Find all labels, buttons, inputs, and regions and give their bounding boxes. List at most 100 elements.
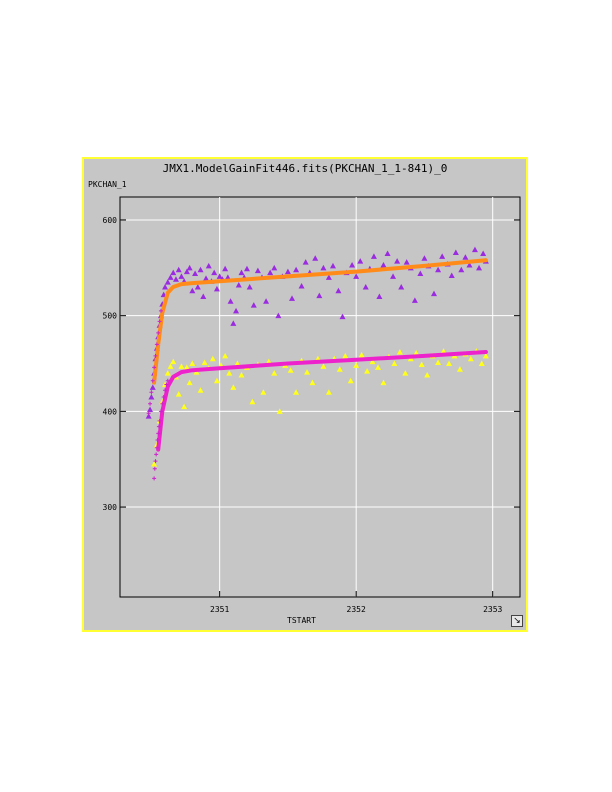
- data-point-triangle: [151, 460, 158, 467]
- data-point-triangle: [238, 371, 245, 378]
- data-point-plus: [153, 459, 158, 464]
- data-point-triangle: [376, 293, 383, 300]
- data-point-triangle: [209, 355, 216, 362]
- data-point-triangle: [358, 351, 365, 358]
- data-point-plus: [154, 342, 159, 347]
- data-point-triangle: [200, 293, 207, 300]
- data-point-triangle: [466, 261, 473, 268]
- data-point-triangle: [421, 255, 428, 261]
- x-tick-label: 2351: [210, 605, 229, 614]
- data-point-triangle: [417, 270, 424, 277]
- data-point-triangle: [211, 269, 218, 276]
- data-point-triangle: [446, 360, 453, 367]
- data-point-triangle: [456, 366, 463, 372]
- data-point-triangle: [167, 363, 174, 369]
- data-point-triangle: [439, 253, 446, 259]
- fit-line: [152, 258, 488, 385]
- data-point-triangle: [183, 364, 190, 370]
- data-point-triangle: [347, 377, 354, 384]
- data-point-triangle: [234, 360, 241, 367]
- x-axis-label: TSTART: [287, 616, 316, 625]
- fit-line: [156, 350, 488, 452]
- data-point-triangle: [435, 359, 442, 366]
- data-point-plus: [156, 424, 161, 429]
- data-point-triangle: [353, 273, 360, 279]
- resize-icon[interactable]: ↘: [511, 615, 523, 627]
- plot-window: 2351 2352 2353 300 400 500 600 JMX1.ModelGainF…: [82, 157, 528, 632]
- data-point-plus: [152, 466, 157, 471]
- data-point-triangle: [238, 269, 245, 276]
- plot-area: [119, 196, 521, 598]
- data-point-triangle: [448, 272, 455, 278]
- data-point-triangle: [162, 283, 169, 290]
- data-point-plus: [149, 390, 154, 395]
- data-point-plus: [156, 431, 161, 436]
- data-point-triangle: [148, 394, 155, 400]
- data-point-plus: [152, 365, 157, 370]
- data-point-plus: [158, 409, 163, 414]
- data-point-triangle: [227, 298, 234, 304]
- data-point-triangle: [189, 360, 196, 367]
- data-point-plus: [150, 378, 155, 383]
- data-point-triangle: [226, 370, 233, 376]
- data-point-triangle: [424, 371, 431, 378]
- data-point-triangle: [271, 370, 278, 376]
- data-point-triangle: [147, 406, 154, 412]
- data-point-triangle: [329, 262, 336, 269]
- data-point-triangle: [390, 273, 397, 279]
- data-point-triangle: [384, 250, 391, 256]
- data-point-triangle: [197, 266, 204, 273]
- data-point-triangle: [325, 274, 332, 280]
- data-point-plus: [160, 401, 165, 406]
- x-tick-label: 2353: [483, 605, 502, 614]
- chart-title: JMX1.ModelGainFit446.fits(PKCHAN_1_1-841…: [162, 162, 448, 175]
- y-tick-label: 300: [103, 503, 118, 512]
- data-point-triangle: [175, 266, 182, 273]
- data-point-triangle: [276, 408, 283, 414]
- grid: [120, 197, 520, 597]
- data-point-triangle: [183, 268, 190, 275]
- y-tick-label: 600: [103, 216, 118, 225]
- data-point-triangle: [462, 254, 469, 260]
- data-point-triangle: [250, 302, 257, 308]
- data-point-triangle: [336, 366, 343, 372]
- data-point-triangle: [263, 298, 270, 304]
- data-point-triangle: [440, 348, 447, 354]
- data-point-triangle: [224, 274, 231, 280]
- y-axis-label: PKCHAN_1: [88, 180, 127, 189]
- data-point-triangle: [402, 370, 409, 376]
- data-point-triangle: [186, 264, 193, 271]
- data-point-triangle: [394, 258, 401, 264]
- data-point-triangle: [357, 258, 364, 264]
- data-point-triangle: [164, 279, 171, 285]
- data-point-triangle: [320, 264, 327, 271]
- data-point-triangle: [411, 297, 418, 303]
- data-point-triangle: [325, 389, 332, 395]
- x-tick-label: 2352: [347, 605, 366, 614]
- data-point-triangle: [467, 355, 474, 362]
- data-point-triangle: [235, 282, 242, 288]
- data-point-plus: [161, 395, 166, 399]
- data-point-triangle: [205, 262, 212, 269]
- data-point-triangle: [320, 363, 327, 369]
- data-point-triangle: [172, 276, 179, 282]
- data-point-triangle: [145, 413, 152, 419]
- data-point-plus: [155, 438, 160, 443]
- data-point-triangle: [181, 403, 188, 410]
- data-point-triangle: [260, 389, 267, 395]
- data-point-triangle: [170, 269, 177, 276]
- data-point-triangle: [164, 370, 171, 376]
- data-point-plus: [154, 445, 159, 450]
- data-point-plus: [156, 330, 161, 335]
- data-point-triangle: [391, 360, 398, 367]
- data-point-triangle: [170, 358, 177, 365]
- data-point-plus: [157, 418, 162, 423]
- data-point-triangle: [430, 290, 437, 297]
- y-tick-label: 400: [103, 407, 118, 416]
- data-point-triangle: [342, 352, 349, 359]
- data-point-triangle: [403, 259, 410, 265]
- data-point-triangle: [316, 292, 323, 299]
- data-point-triangle: [222, 265, 229, 272]
- data-point-plus: [165, 378, 170, 383]
- data-point-triangle: [370, 253, 377, 259]
